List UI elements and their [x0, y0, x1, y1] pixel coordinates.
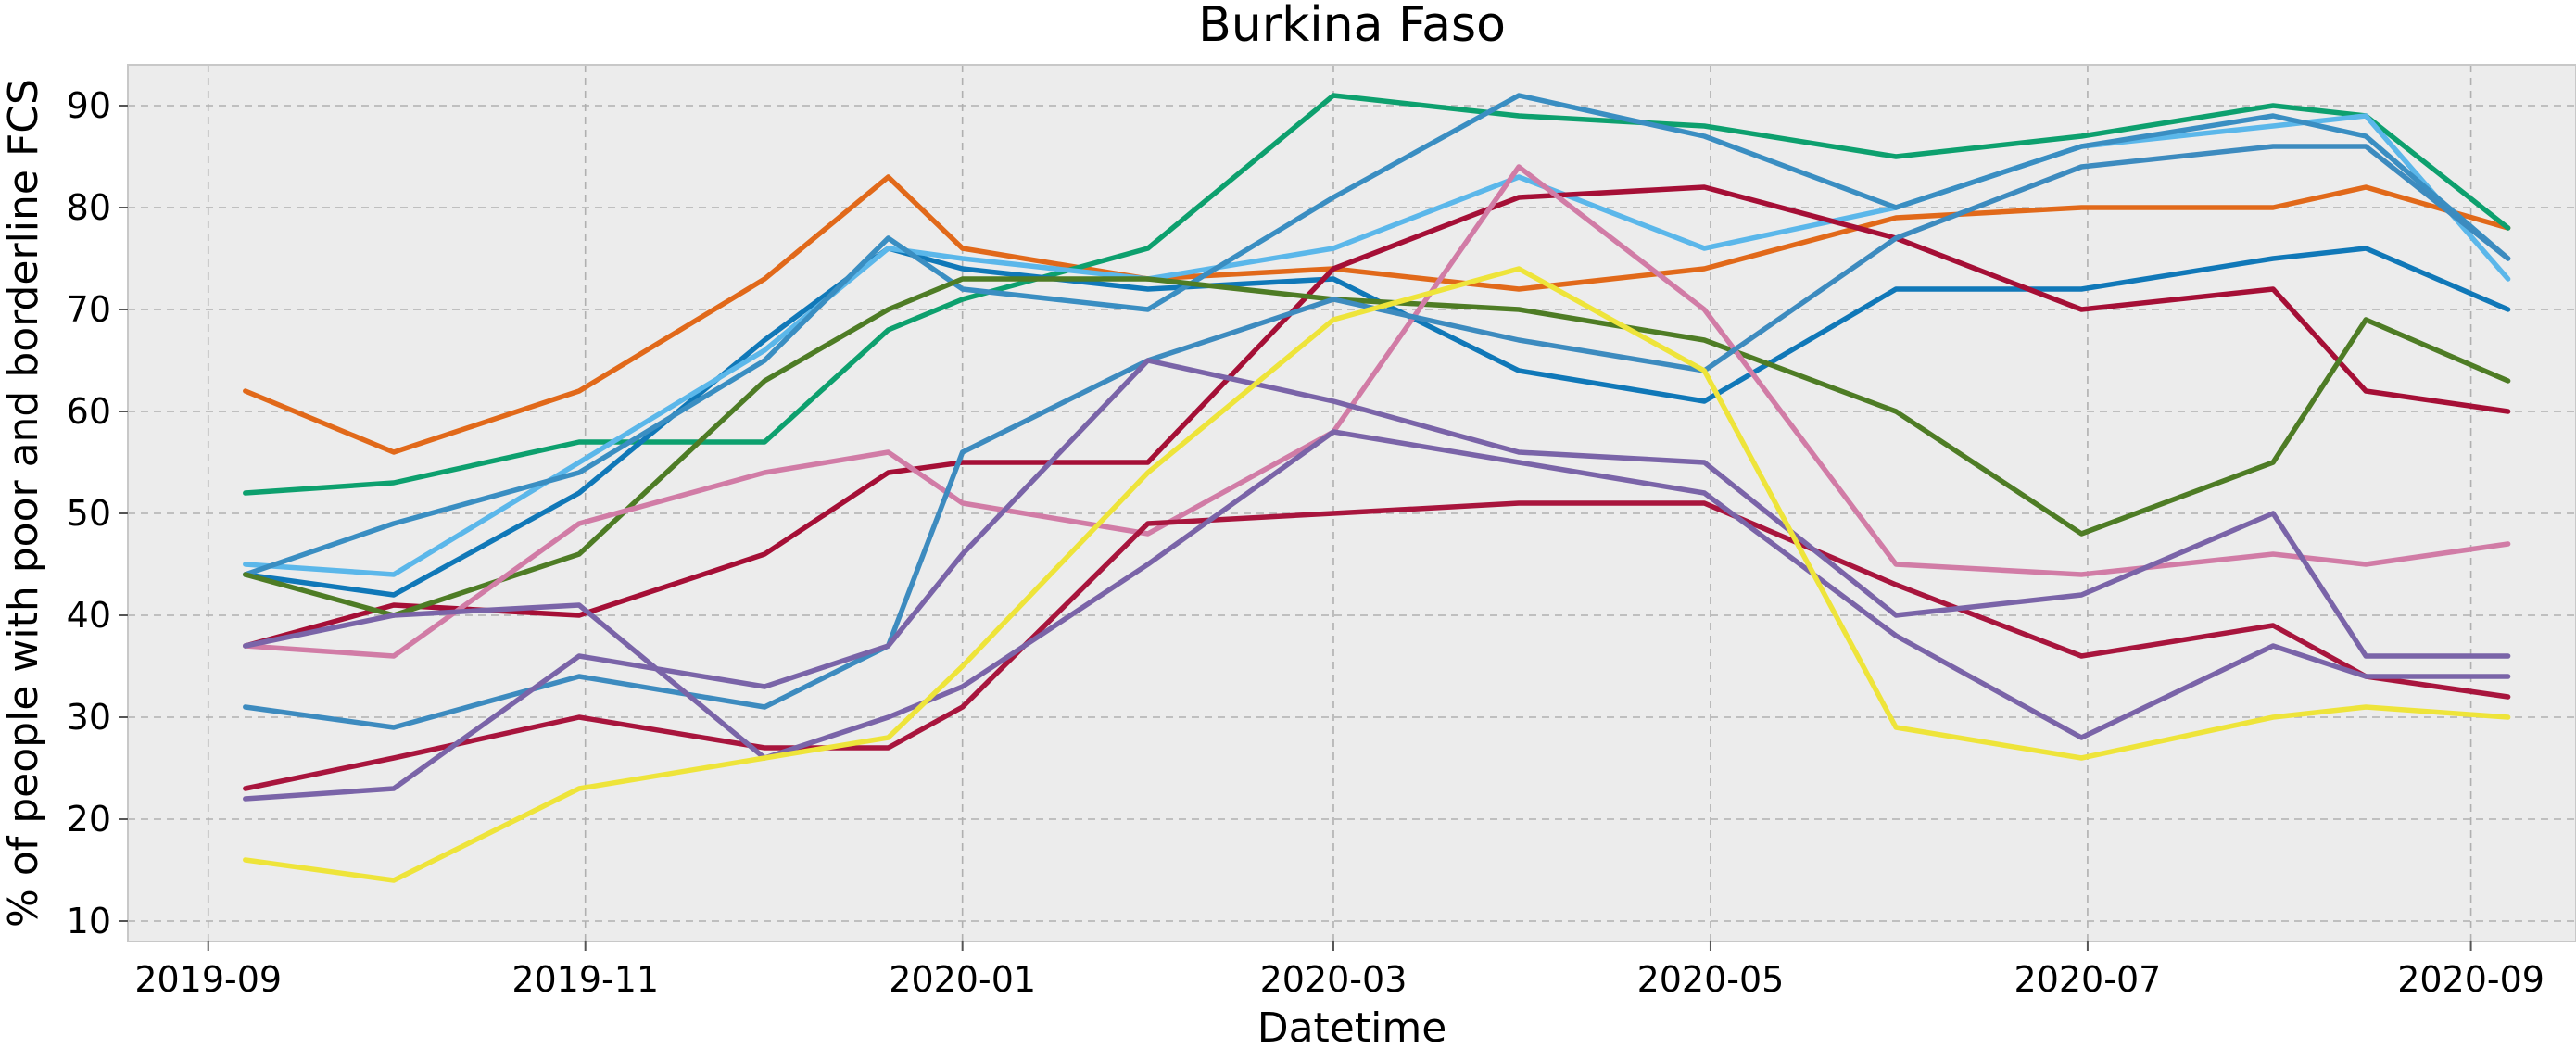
series-line-4 — [243, 113, 2511, 577]
x-axis-label: Datetime — [1257, 1004, 1447, 1052]
x-tick-label: 2019-11 — [511, 959, 659, 1000]
series-line-12 — [243, 358, 2511, 802]
chart-title: Burkina Faso — [1198, 0, 1506, 53]
series-line-10 — [243, 500, 2511, 791]
series-line-13 — [243, 266, 2511, 883]
series-line-9 — [243, 144, 2511, 730]
x-tick-label: 2020-07 — [2014, 959, 2162, 1000]
y-tick-label: 20 — [67, 799, 111, 840]
y-tick-label: 60 — [67, 391, 111, 432]
y-tick-label: 90 — [67, 85, 111, 126]
series-line-3 — [243, 246, 2511, 598]
x-tick-label: 2019-09 — [134, 959, 282, 1000]
x-tick-label: 2020-09 — [2397, 959, 2544, 1000]
y-axis-label: % of people with poor and borderline FCS — [0, 79, 47, 928]
series-layer — [243, 93, 2511, 883]
series-line-5 — [243, 93, 2511, 577]
x-tick-label: 2020-05 — [1637, 959, 1785, 1000]
y-tick-label: 50 — [67, 493, 111, 534]
y-tick-label: 80 — [67, 187, 111, 228]
y-tick-label: 30 — [67, 697, 111, 738]
x-tick-label: 2020-03 — [1260, 959, 1408, 1000]
y-axis-ticks: 10 20 30 40 50 60 70 80 90 — [67, 85, 128, 941]
x-axis-ticks: 2019-09 2019-11 2020-01 2020-03 2020-05 2020-… — [134, 941, 2544, 1000]
series-line-11 — [243, 429, 2511, 761]
y-tick-label: 40 — [67, 595, 111, 636]
y-tick-label: 10 — [67, 901, 111, 941]
plot-area — [128, 65, 2576, 941]
x-tick-label: 2020-01 — [889, 959, 1036, 1000]
series-line-6 — [243, 184, 2511, 649]
y-tick-label: 70 — [67, 289, 111, 330]
plot-frame — [127, 64, 2576, 942]
